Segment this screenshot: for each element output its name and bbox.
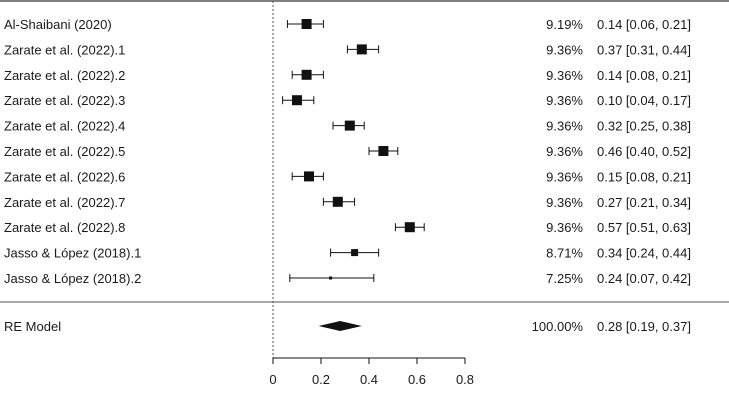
study-ci-text: 0.37 [0.31, 0.44] (597, 42, 691, 57)
study-weight: 9.36% (546, 68, 583, 83)
study-label: Zarate et al. (2022).6 (4, 169, 125, 184)
x-tick-label: 0.2 (312, 372, 330, 387)
study-rows: Al-Shaibani (2020) 9.19% 0.14 [0.06, 0.21]… (4, 17, 691, 286)
study-label: Zarate et al. (2022).1 (4, 42, 125, 57)
summary-weight: 100.00% (532, 319, 584, 334)
study-label: Zarate et al. (2022).2 (4, 68, 125, 83)
study-ci-text: 0.14 [0.06, 0.21] (597, 17, 691, 32)
x-axis: 0 0.2 0.4 0.6 0.8 (269, 357, 474, 387)
x-tick-label: 0.6 (408, 372, 426, 387)
point-estimate-square (292, 95, 302, 106)
study-weight: 9.36% (546, 42, 583, 57)
study-row: Zarate et al. (2022).6 9.36% 0.15 [0.08, 0… (4, 169, 691, 184)
study-label: Zarate et al. (2022).3 (4, 93, 125, 108)
study-weight: 9.36% (546, 220, 583, 235)
study-row: Al-Shaibani (2020) 9.19% 0.14 [0.06, 0.21] (4, 17, 691, 32)
point-estimate-square (301, 19, 312, 29)
study-row: Jasso & López (2018).1 8.71% 0.34 [0.24, 0… (4, 246, 691, 261)
x-tick-label: 0.4 (360, 372, 378, 387)
point-estimate-square (301, 69, 312, 80)
study-label: Zarate et al. (2022).7 (4, 195, 125, 210)
study-ci-text: 0.27 [0.21, 0.34] (597, 195, 691, 210)
study-weight: 8.71% (546, 246, 583, 261)
study-row: Zarate et al. (2022).2 9.36% 0.14 [0.08, 0… (4, 68, 691, 83)
study-ci-text: 0.57 [0.51, 0.63] (597, 220, 691, 235)
summary-ci-text: 0.28 [0.19, 0.37] (597, 319, 691, 334)
x-tick-label: 0.8 (456, 372, 474, 387)
study-row: Zarate et al. (2022).7 9.36% 0.27 [0.21, 0… (4, 195, 691, 210)
point-estimate-square (329, 276, 333, 280)
study-weight: 9.36% (546, 119, 583, 134)
study-label: Al-Shaibani (2020) (4, 17, 112, 32)
study-label: Zarate et al. (2022).8 (4, 220, 125, 235)
study-weight: 7.25% (546, 271, 583, 286)
study-weight: 9.36% (546, 93, 583, 108)
study-weight: 9.36% (546, 195, 583, 210)
study-label: Zarate et al. (2022).4 (4, 119, 125, 134)
point-estimate-square (404, 222, 415, 233)
study-ci-text: 0.34 [0.24, 0.44] (597, 246, 691, 261)
study-row: Zarate et al. (2022).1 9.36% 0.37 [0.31, 0… (4, 42, 691, 57)
study-row: Zarate et al. (2022).3 9.36% 0.10 [0.04, 0… (4, 93, 691, 108)
study-ci-text: 0.14 [0.08, 0.21] (597, 68, 691, 83)
study-label: Zarate et al. (2022).5 (4, 144, 125, 159)
study-row: Zarate et al. (2022).4 9.36% 0.32 [0.25, 0… (4, 119, 691, 134)
point-estimate-square (351, 249, 359, 257)
point-estimate-square (304, 171, 314, 182)
study-ci-text: 0.10 [0.04, 0.17] (597, 93, 691, 108)
study-label: Jasso & López (2018).1 (4, 246, 141, 261)
point-estimate-square (344, 120, 355, 131)
study-ci-text: 0.32 [0.25, 0.38] (597, 119, 691, 134)
summary-row: RE Model 100.00% 0.28 [0.19, 0.37] (4, 319, 691, 334)
study-weight: 9.19% (546, 17, 583, 32)
study-ci-text: 0.46 [0.40, 0.52] (597, 144, 691, 159)
summary-label: RE Model (4, 319, 61, 334)
x-tick-label: 0 (269, 372, 276, 387)
study-row: Zarate et al. (2022).8 9.36% 0.57 [0.51, 0… (4, 220, 691, 235)
study-row: Zarate et al. (2022).5 9.36% 0.46 [0.40, 0… (4, 144, 691, 159)
study-ci-text: 0.24 [0.07, 0.42] (597, 271, 691, 286)
point-estimate-square (332, 196, 343, 207)
study-weight: 9.36% (546, 169, 583, 184)
summary-diamond (318, 321, 362, 331)
study-ci-text: 0.15 [0.08, 0.21] (597, 169, 691, 184)
point-estimate-square (378, 146, 389, 156)
study-label: Jasso & López (2018).2 (4, 271, 141, 286)
study-weight: 9.36% (546, 144, 583, 159)
point-estimate-square (356, 44, 367, 55)
study-row: Jasso & López (2018).2 7.25% 0.24 [0.07, 0… (4, 271, 691, 286)
